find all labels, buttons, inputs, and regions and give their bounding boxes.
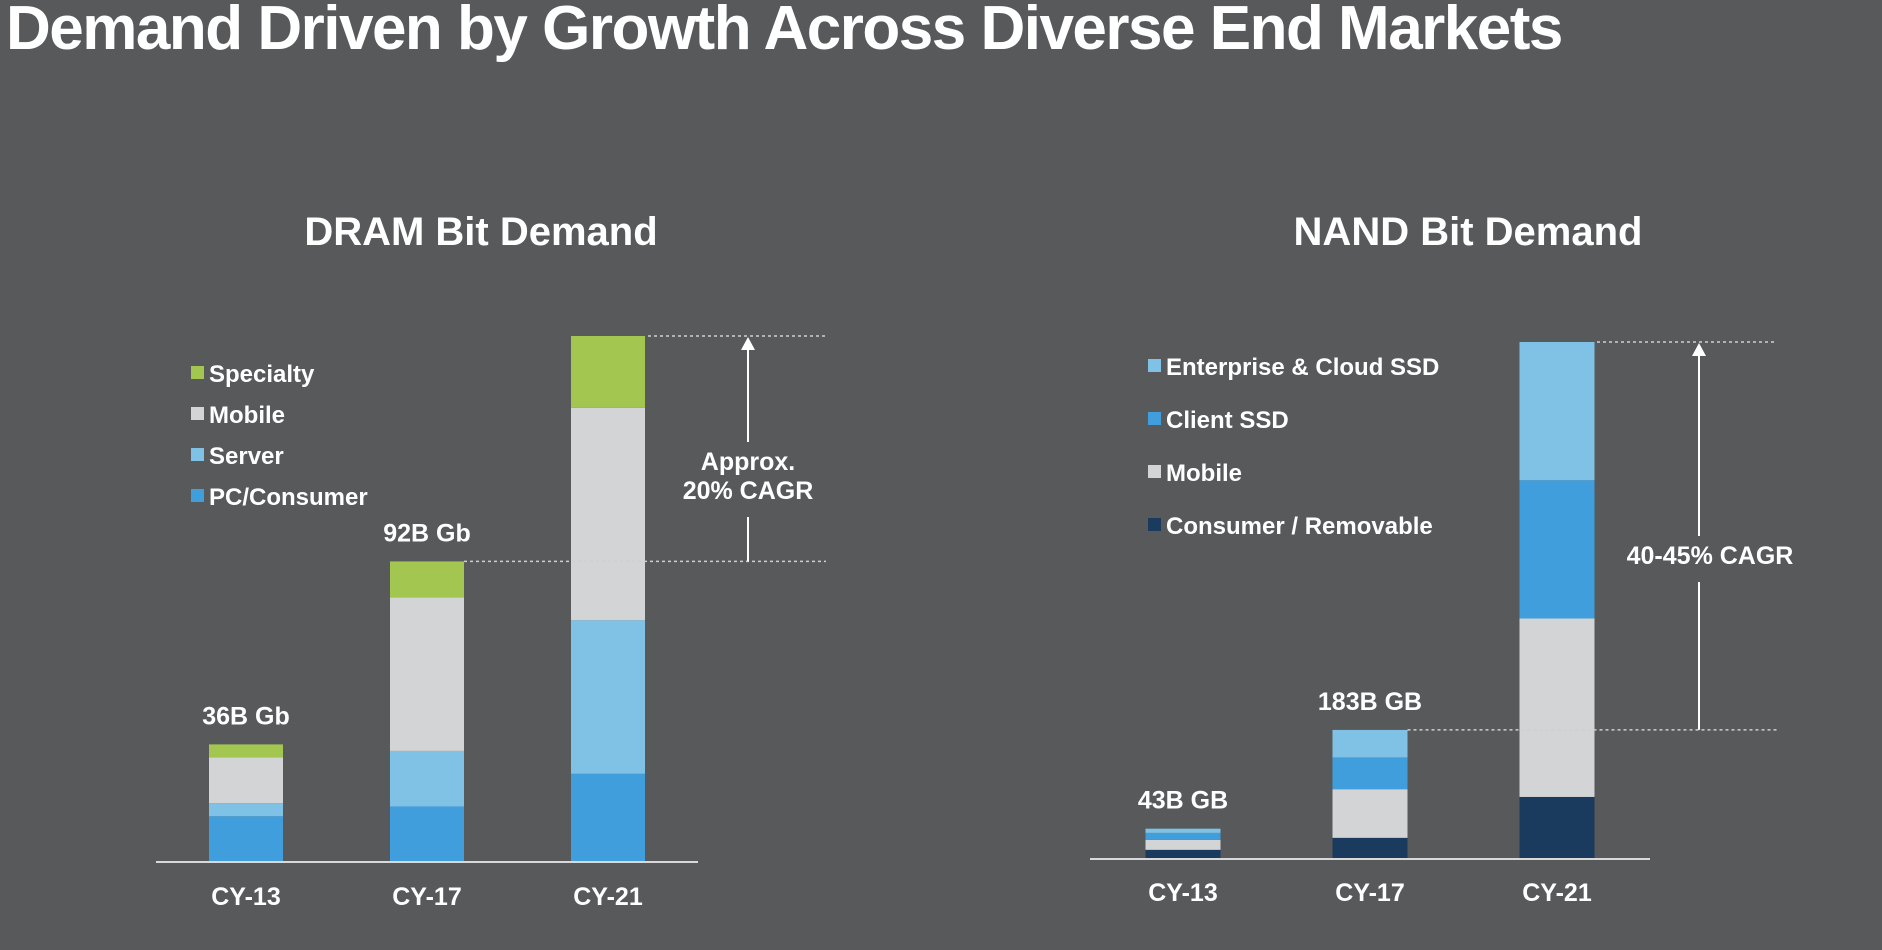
nand-bar-cy-17-consumer-removable	[1332, 837, 1408, 859]
nand-legend-label: Consumer / Removable	[1166, 513, 1433, 540]
nand-legend-swatch	[1148, 359, 1161, 372]
nand-bar-cy-17-mobile	[1332, 789, 1408, 838]
nand-cagr-arrow-head	[1692, 343, 1706, 356]
dram-bar-cy-13-pc-consumer	[209, 816, 283, 862]
nand-bar-cy-17-client-ssd	[1332, 757, 1408, 790]
dram-total-label: 92B Gb	[383, 519, 471, 547]
nand-total-label: 183B GB	[1318, 688, 1422, 716]
dram-bar-cy-21-mobile	[571, 407, 645, 621]
dram-legend-label: Specialty	[209, 361, 315, 388]
nand-bar-cy-17-enterprise-cloud-ssd	[1332, 729, 1408, 758]
nand-bar-cy-21-enterprise-cloud-ssd	[1519, 342, 1595, 481]
nand-chart-title: NAND Bit Demand	[1293, 210, 1643, 254]
nand-category-label: CY-21	[1522, 879, 1592, 907]
nand-legend-label: Mobile	[1166, 460, 1242, 487]
dram-legend-swatch	[191, 489, 204, 502]
dram-category-label: CY-13	[211, 883, 280, 911]
nand-bar-cy-13-mobile	[1145, 839, 1221, 850]
dram-bar-cy-17-mobile	[390, 597, 464, 751]
nand-cagr-label: 40-45% CAGR	[1627, 542, 1794, 570]
dram-bar-cy-13-server	[209, 803, 283, 817]
dram-legend-label: Server	[209, 443, 284, 470]
dram-legend-label: PC/Consumer	[209, 484, 368, 511]
dram-category-label: CY-17	[392, 883, 461, 911]
nand-category-label: CY-13	[1148, 879, 1217, 907]
nand-legend-swatch	[1148, 518, 1161, 531]
dram-bar-cy-17-server	[390, 750, 464, 807]
slide-title: Demand Driven by Growth Across Diverse E…	[6, 0, 1563, 63]
dram-legend-swatch	[191, 407, 204, 420]
nand-legend-label: Enterprise & Cloud SSD	[1166, 354, 1439, 381]
dram-bar-cy-21-server	[571, 620, 645, 774]
nand-bar-cy-21-mobile	[1519, 618, 1595, 797]
nand-category-label: CY-17	[1335, 879, 1404, 907]
dram-bar-cy-21-pc-consumer	[571, 773, 645, 862]
dram-legend-swatch	[191, 448, 204, 461]
dram-bar-cy-17-specialty	[390, 561, 464, 598]
nand-bar-cy-13-enterprise-cloud-ssd	[1145, 828, 1221, 833]
dram-bar-cy-13-mobile	[209, 757, 283, 804]
dram-bar-cy-21-specialty	[571, 336, 645, 408]
dram-legend-label: Mobile	[209, 402, 285, 429]
nand-legend-swatch	[1148, 465, 1161, 478]
nand-bar-cy-21-client-ssd	[1519, 480, 1595, 619]
dram-cagr-arrow-head	[741, 337, 755, 350]
dram-total-label: 36B Gb	[202, 702, 290, 730]
nand-total-label: 43B GB	[1138, 787, 1228, 815]
nand-bar-cy-13-consumer-removable	[1145, 849, 1221, 859]
dram-chart-title: DRAM Bit Demand	[304, 210, 658, 254]
dram-bar-cy-13-specialty	[209, 744, 283, 758]
dram-cagr-label: Approx.	[701, 448, 795, 476]
nand-bar-cy-21-consumer-removable	[1519, 796, 1595, 859]
nand-legend-swatch	[1148, 412, 1161, 425]
dram-category-label: CY-21	[573, 883, 643, 911]
dram-bar-cy-17-pc-consumer	[390, 806, 464, 862]
dram-cagr-label: 20% CAGR	[683, 477, 814, 505]
nand-legend-label: Client SSD	[1166, 407, 1289, 434]
nand-bar-cy-13-client-ssd	[1145, 832, 1221, 840]
dram-legend-swatch	[191, 366, 204, 379]
